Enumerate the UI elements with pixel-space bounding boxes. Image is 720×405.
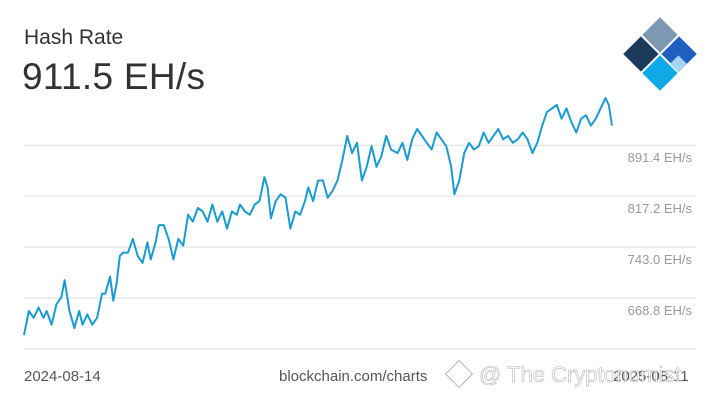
y-axis-labels: 891.4 EH/s 817.2 EH/s 743.0 EH/s 668.8 EH/s: [628, 150, 693, 318]
chart-title: Hash Rate: [24, 26, 124, 49]
blockchain-com-logo-icon: [623, 17, 697, 91]
y-tick-label: 891.4 EH/s: [628, 150, 693, 165]
source-link[interactable]: blockchain.com/charts: [279, 368, 428, 385]
logo-quadrant-top: [642, 17, 678, 53]
x-axis-end-date: 2025-08-11: [613, 368, 689, 385]
current-value: 911.5 EH/s: [22, 56, 206, 97]
y-tick-label: 668.8 EH/s: [628, 303, 693, 318]
logo-quadrant-bottom: [642, 55, 678, 91]
watermark-text: @ The Cryptonomist: [479, 362, 681, 388]
y-tick-label: 817.2 EH/s: [628, 201, 693, 216]
binance-diamond-icon: [444, 359, 474, 389]
hash-rate-series-line: [23, 97, 613, 336]
chart-grid: [24, 144, 696, 299]
x-axis-start-date: 2024-08-14: [24, 368, 101, 385]
watermark: @ The Cryptonomist: [444, 359, 681, 389]
y-tick-label: 743.0 EH/s: [628, 252, 693, 267]
